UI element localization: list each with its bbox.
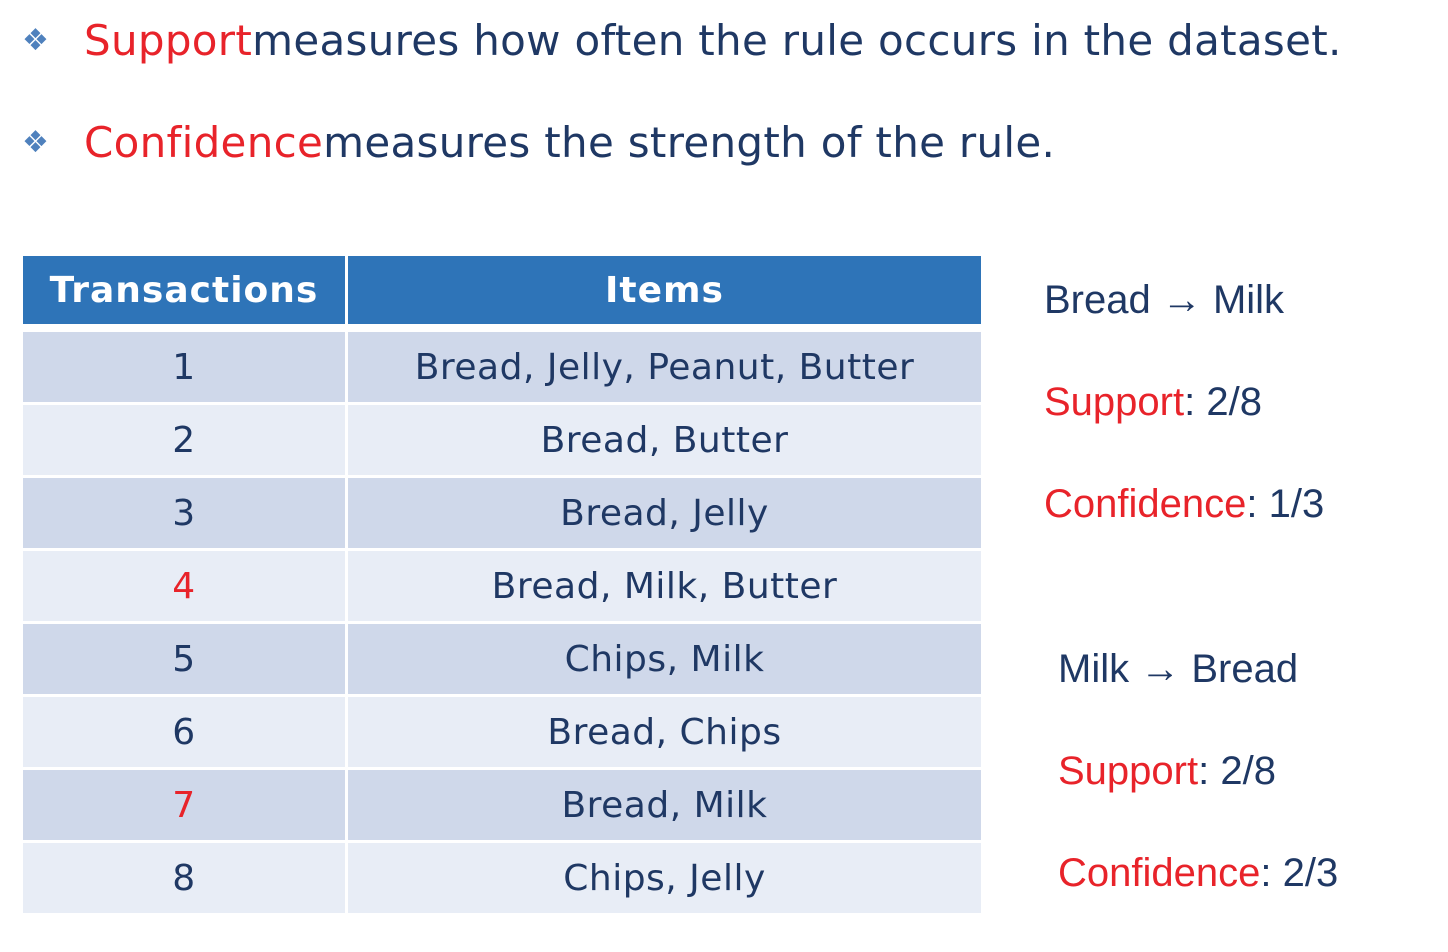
support-description: measures how often the rule occurs in th…	[252, 16, 1342, 65]
confidence-value: : 2/3	[1260, 851, 1339, 895]
transaction-items: Bread, Butter	[345, 402, 984, 478]
rule-confidence: Confidence: 2/3	[1058, 851, 1338, 896]
confidence-label: Confidence	[1044, 482, 1247, 526]
diamond-bullet-icon: ❖	[22, 23, 50, 58]
header-items: Items	[345, 253, 984, 332]
rule-confidence: Confidence: 1/3	[1044, 482, 1324, 527]
transaction-id: 3	[20, 475, 348, 551]
transaction-items: Chips, Milk	[345, 621, 984, 697]
transaction-items: Bread, Chips	[345, 694, 984, 770]
confidence-value: : 1/3	[1246, 482, 1325, 526]
rule-heading: Milk → Bread	[1058, 647, 1299, 691]
table-row: 1 Bread, Jelly, Peanut, Butter	[20, 326, 984, 405]
transaction-items: Bread, Jelly	[345, 475, 984, 551]
table-row: 7 Bread, Milk	[20, 767, 984, 843]
transaction-items: Bread, Milk	[345, 767, 984, 843]
table-row: 8 Chips, Jelly	[20, 840, 984, 916]
rule-support: Support: 2/8	[1058, 749, 1276, 794]
bullet-confidence: ❖ Confidence measures the strength of th…	[22, 118, 1055, 167]
support-term: Support	[84, 16, 253, 65]
transaction-id: 5	[20, 621, 348, 697]
transaction-items: Bread, Milk, Butter	[345, 548, 984, 624]
table-row: 6 Bread, Chips	[20, 694, 984, 770]
table-row: 3 Bread, Jelly	[20, 475, 984, 551]
support-value: : 2/8	[1184, 380, 1262, 424]
support-label: Support	[1044, 380, 1185, 424]
support-value: : 2/8	[1198, 749, 1276, 793]
confidence-description: measures the strength of the rule.	[323, 118, 1056, 167]
confidence-label: Confidence	[1058, 851, 1261, 895]
transaction-id: 2	[20, 402, 348, 478]
transaction-items: Chips, Jelly	[345, 840, 984, 916]
bullet-support: ❖ Support measures how often the rule oc…	[22, 16, 1342, 65]
confidence-term: Confidence	[84, 118, 324, 167]
header-transactions: Transactions	[20, 253, 348, 332]
transaction-id: 6	[20, 694, 348, 770]
transactions-table: Transactions Items 1 Bread, Jelly, Peanu…	[20, 253, 984, 916]
transaction-id-highlighted: 4	[20, 548, 348, 624]
transaction-items: Bread, Jelly, Peanut, Butter	[345, 326, 984, 405]
table-header-row: Transactions Items	[20, 253, 984, 332]
table-row: 5 Chips, Milk	[20, 621, 984, 697]
table-row: 2 Bread, Butter	[20, 402, 984, 478]
support-label: Support	[1058, 749, 1199, 793]
diamond-bullet-icon: ❖	[22, 125, 50, 160]
rule-heading: Bread → Milk	[1044, 278, 1285, 322]
transaction-id-highlighted: 7	[20, 767, 348, 843]
transaction-id: 1	[20, 326, 348, 405]
rule-support: Support: 2/8	[1044, 380, 1262, 425]
table-row: 4 Bread, Milk, Butter	[20, 548, 984, 624]
transaction-id: 8	[20, 840, 348, 916]
